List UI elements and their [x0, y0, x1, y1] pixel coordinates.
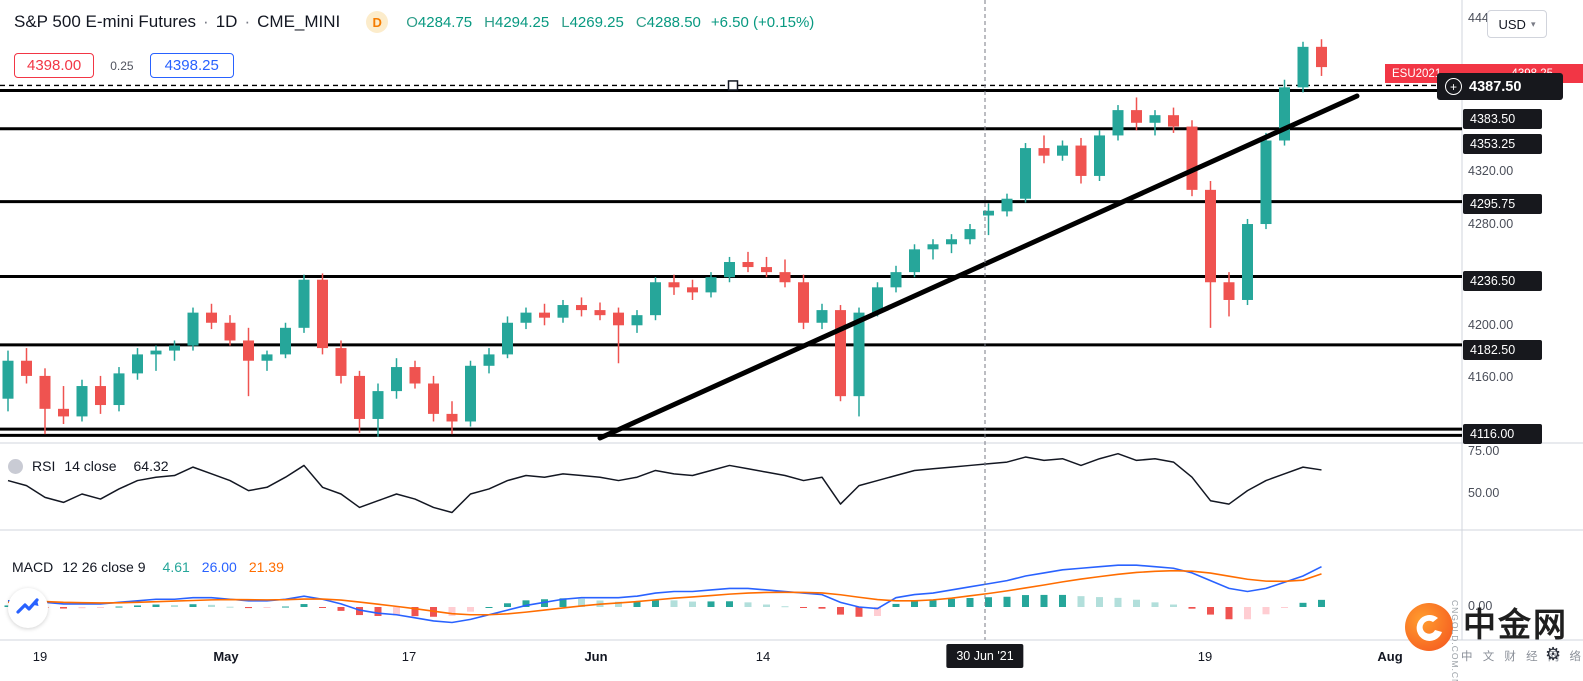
add-alert-icon[interactable]: +	[1445, 78, 1462, 95]
crosshair-price-badge[interactable]: + 4387.50	[1437, 73, 1563, 100]
price-level-badge: 4236.50	[1463, 271, 1542, 291]
cngold-tagline-text: 中 文 财 经 网 络 媒 体	[1461, 651, 1583, 663]
rsi-value: 64.32	[133, 458, 169, 474]
cngold-watermark: CNGOLD.COM.CN 中金网 中 文 财 经 网 络 媒 体	[1400, 598, 1583, 681]
price-axis-tick: 50.00	[1468, 486, 1500, 500]
cngold-brand-text: 中金网	[1463, 606, 1568, 643]
rsi-params: 14 close	[64, 458, 117, 474]
price-axis-tick: 4160.00	[1468, 370, 1514, 384]
currency-selector[interactable]: USD ▾	[1487, 10, 1547, 38]
cngold-logo-icon	[1405, 603, 1453, 651]
price-level-badge: 4295.75	[1463, 194, 1542, 214]
macd-label[interactable]: MACD 12 26 close 9 4.61 26.00 21.39	[12, 559, 284, 575]
low-prefix: L	[561, 13, 570, 31]
high-prefix: H	[484, 13, 495, 31]
separator-dot: ·	[203, 12, 209, 31]
rsi-label[interactable]: RSI 14 close 64.32	[8, 458, 169, 474]
macd-line-value: 26.00	[201, 559, 237, 575]
price-level-badge: 4383.50	[1463, 109, 1542, 129]
indicator-collapse-icon[interactable]	[8, 458, 23, 474]
time-axis-label: 14	[755, 649, 771, 664]
gear-icon[interactable]: ⚙	[1545, 644, 1562, 664]
macd-values: 4.61 26.00 21.39	[163, 559, 284, 575]
delayed-data-badge[interactable]: D	[366, 11, 389, 33]
chevron-down-icon: ▾	[1530, 18, 1536, 29]
contract-label: ESU2021	[1392, 67, 1442, 80]
high-value: 4294.25	[495, 13, 550, 31]
price-level-badge: 4116.00	[1463, 424, 1542, 444]
change-value: +6.50 (+0.15%)	[710, 13, 815, 31]
crosshair-date-badge: 30 Jun '21	[946, 644, 1024, 668]
interval-label[interactable]: 1D	[215, 12, 238, 31]
price-axis-tick: 75.00	[1468, 444, 1500, 458]
exchange-label[interactable]: CME_MINI	[257, 12, 341, 31]
time-axis-label: May	[213, 649, 239, 664]
price-axis-tick: 0.00	[1468, 599, 1493, 613]
close-prefix: C	[635, 13, 647, 31]
tradingview-mark	[16, 598, 39, 614]
crosshair-price-value: 4387.50	[1469, 78, 1522, 95]
macd-params: 12 26 close 9	[62, 559, 146, 575]
ohlc-values: O4284.75 H4294.25 L4269.25 C4288.50	[406, 14, 701, 31]
time-axis-label: 17	[401, 649, 417, 664]
macd-signal-value: 21.39	[248, 559, 284, 575]
buy-button[interactable]: 4398.25	[149, 53, 234, 78]
macd-hist-value: 4.61	[162, 559, 190, 575]
price-level-badge: 4353.25	[1463, 134, 1542, 154]
sell-button[interactable]: 4398.00	[14, 53, 95, 78]
currency-label: USD	[1498, 16, 1526, 32]
symbol-header: S&P 500 E-mini Futures · 1D · CME_MINI D…	[14, 11, 814, 33]
symbol-title[interactable]: S&P 500 E-mini Futures	[14, 12, 197, 31]
macd-name: MACD	[12, 559, 54, 575]
time-axis-label: Jun	[584, 649, 608, 664]
tradingview-logo[interactable]	[8, 588, 48, 628]
rsi-name: RSI	[32, 458, 56, 474]
separator-dot: ·	[244, 12, 251, 31]
price-axis-tick: 4200.00	[1468, 318, 1514, 332]
spread-value: 0.25	[110, 58, 134, 73]
trade-panel: 4398.00 0.25 4398.25	[14, 53, 234, 78]
time-axis-label: 19	[32, 649, 48, 664]
open-prefix: O	[406, 13, 418, 31]
low-value: 4269.25	[569, 13, 624, 31]
open-value: 4284.75	[417, 13, 473, 31]
price-level-badge: 4182.50	[1463, 340, 1542, 360]
time-axis-label: Aug	[1377, 649, 1403, 664]
time-axis-label: 19	[1197, 649, 1213, 664]
close-value: 4288.50	[646, 13, 701, 31]
price-axis-tick: 4320.00	[1468, 164, 1514, 178]
cngold-site-text: CNGOLD.COM.CN	[1450, 600, 1460, 681]
price-axis-tick: 4280.00	[1468, 217, 1514, 231]
time-axis[interactable]: 30 Jun '21 19 May 17 Jun 14 19 Aug	[0, 641, 1583, 681]
